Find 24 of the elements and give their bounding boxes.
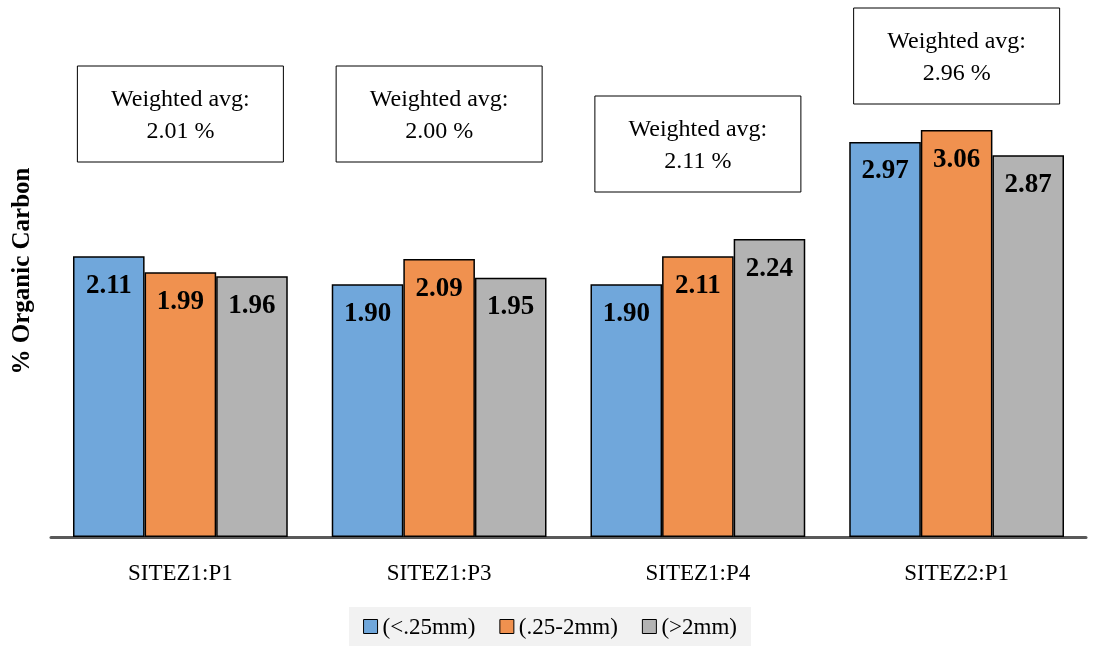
data-label: 1.99 — [156, 284, 204, 315]
annotation: Weighted avg: 2.00 % — [369, 85, 509, 143]
annotation: Weighted avg: 2.11 % — [628, 115, 768, 173]
x-tick-label: SITEZ1:P3 — [386, 560, 492, 585]
data-label: 2.11 — [85, 268, 132, 299]
legend-label: (.25-2mm) — [518, 614, 618, 639]
data-label: 1.90 — [343, 296, 392, 327]
data-label: 2.87 — [1004, 167, 1052, 198]
data-label: 2.24 — [745, 251, 794, 282]
data-label: 1.90 — [602, 296, 650, 327]
data-label: 1.95 — [487, 290, 535, 321]
x-tick-label: SITEZ2:P1 — [904, 560, 1010, 585]
legend-label: (>2mm) — [661, 614, 737, 639]
data-label: 2.97 — [861, 154, 909, 185]
x-tick-label: SITEZ1:P1 — [127, 560, 233, 585]
data-label: 3.06 — [933, 142, 981, 173]
annotation: Weighted avg: 2.01 % — [111, 85, 250, 143]
x-tick-label: SITEZ1:P4 — [645, 560, 751, 585]
data-label: 2.11 — [674, 268, 721, 299]
data-label: 2.09 — [415, 271, 463, 302]
text: Weighted avg: 2.96 % — [887, 27, 1026, 85]
legend-label: (<.25mm) — [382, 614, 476, 639]
y-axis-title: % Organic Carbon — [7, 167, 34, 375]
data-label: 1.96 — [228, 288, 276, 319]
